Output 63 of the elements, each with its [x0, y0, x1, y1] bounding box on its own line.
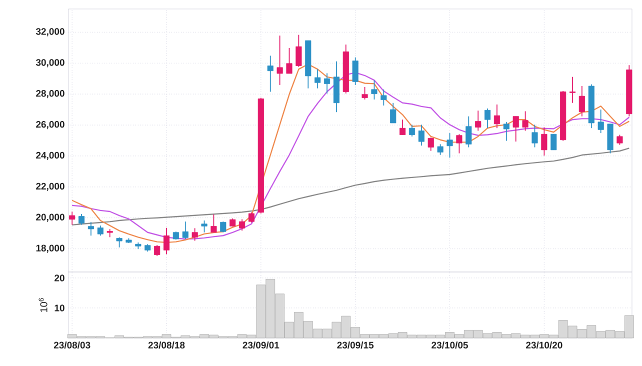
candlestick: [220, 221, 226, 233]
candlestick: [494, 104, 500, 129]
x-tick-label: 23/08/03: [54, 342, 90, 349]
candlestick: [550, 134, 557, 150]
candlestick: [466, 116, 472, 148]
y-tick-label: 10: [54, 304, 64, 312]
candlestick: [598, 109, 604, 134]
candlestick: [201, 220, 208, 233]
x-tick-label: 23/10/20: [526, 342, 562, 349]
candlestick: [578, 86, 585, 117]
candlestick: [408, 124, 416, 137]
y-tick-label: 18,000: [36, 244, 64, 253]
candlestick: [569, 76, 576, 104]
candlestick: [192, 228, 198, 242]
candlestick: [503, 121, 510, 142]
candlestick: [456, 134, 462, 154]
candlestick: [541, 126, 548, 156]
candlestick: [532, 124, 538, 148]
candlestick: [239, 218, 246, 232]
candlestick: [522, 110, 528, 132]
y-tick-label: 20: [54, 274, 64, 282]
candlestick: [116, 236, 122, 248]
candlestick: [324, 72, 330, 94]
x-tick-label: 23/09/01: [242, 342, 280, 349]
candlestick: [248, 212, 255, 223]
y-tick-label: 20,000: [36, 214, 64, 222]
y-tick-label: 22,000: [36, 182, 64, 191]
y-tick-label: 30,000: [36, 59, 64, 68]
y-axis-title: 10$^{6}$: [38, 298, 48, 312]
candlestick: [210, 214, 217, 233]
y-tick-label: 32,000: [36, 28, 64, 36]
x-tick-label: 23/09/15: [337, 342, 374, 349]
y-tick-label: 24,000: [36, 152, 64, 160]
candlestick: [296, 34, 302, 68]
candlestick: [418, 124, 424, 146]
candlestick: [163, 227, 170, 255]
candlestick: [475, 110, 482, 132]
y-tick-label: 28,000: [36, 90, 64, 98]
candlestick: [182, 221, 188, 240]
candlestick: [276, 35, 283, 86]
candlestick: [371, 80, 378, 100]
y-tick-label: 26,000: [36, 120, 64, 130]
candlestick: [69, 211, 76, 226]
candlestick: [512, 116, 519, 142]
candlestick: [362, 86, 368, 100]
candlestick: [437, 144, 444, 156]
candlestick: [400, 119, 406, 136]
candlestick: [380, 88, 387, 106]
candlestick: [428, 137, 434, 152]
candlestick: [446, 132, 453, 158]
candlestick: [314, 68, 321, 89]
candlestick: [78, 214, 85, 226]
candlestick: [154, 244, 160, 256]
candlestick: [616, 134, 623, 146]
candlestick: [88, 222, 94, 236]
candlestick: [267, 55, 274, 92]
candlestick: [286, 48, 292, 74]
candlestick: [352, 56, 358, 86]
x-tick-label: 23/10/05: [432, 342, 468, 349]
candlestick: [484, 108, 491, 129]
x-tick-label: 23/08/18: [148, 342, 185, 349]
candlestick: [390, 102, 396, 124]
candlestick: [97, 225, 104, 236]
